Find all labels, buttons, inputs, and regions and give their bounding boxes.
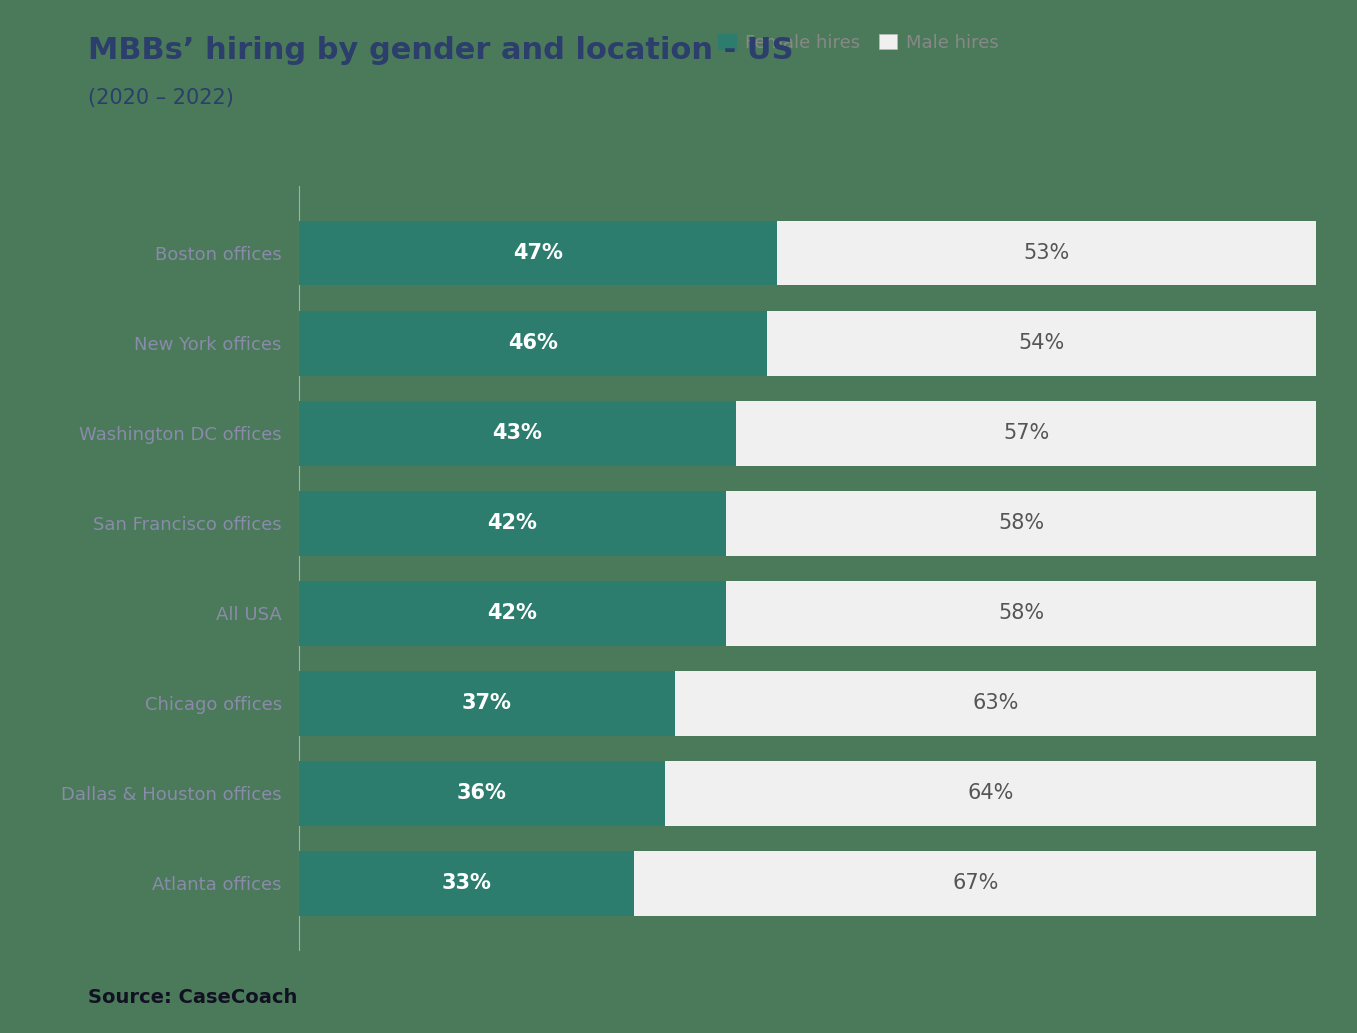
Text: 63%: 63% [973,693,1019,713]
Text: 64%: 64% [968,783,1014,804]
Bar [299,401,735,466]
Text: 36%: 36% [457,783,506,804]
Text: 42%: 42% [487,603,537,623]
Bar [299,581,726,646]
Text: 54%: 54% [1018,333,1065,353]
Text: 53%: 53% [1023,243,1069,263]
Text: 42%: 42% [487,513,537,533]
Text: 67%: 67% [953,873,999,894]
Text: Source: CaseCoach: Source: CaseCoach [88,989,297,1007]
Bar [665,760,1316,825]
Text: MBBs’ hiring by gender and location - US: MBBs’ hiring by gender and location - US [88,36,794,65]
Text: 43%: 43% [493,424,543,443]
Bar [776,221,1316,285]
Bar [726,581,1316,646]
Bar [676,670,1316,735]
Text: 58%: 58% [999,513,1044,533]
Text: (2020 – 2022): (2020 – 2022) [88,88,233,107]
Text: 58%: 58% [999,603,1044,623]
Text: 57%: 57% [1003,424,1049,443]
Bar [767,311,1316,376]
Text: 33%: 33% [441,873,491,894]
Bar [635,851,1316,915]
Text: 47%: 47% [513,243,563,263]
Bar [299,221,776,285]
Text: 37%: 37% [461,693,512,713]
Legend: Female hires, Male hires: Female hires, Male hires [711,27,1006,59]
Bar [299,491,726,556]
Bar [299,851,635,915]
Bar [299,670,676,735]
Bar [299,760,665,825]
Bar [735,401,1316,466]
Text: 46%: 46% [508,333,558,353]
Bar [299,311,767,376]
Bar [726,491,1316,556]
